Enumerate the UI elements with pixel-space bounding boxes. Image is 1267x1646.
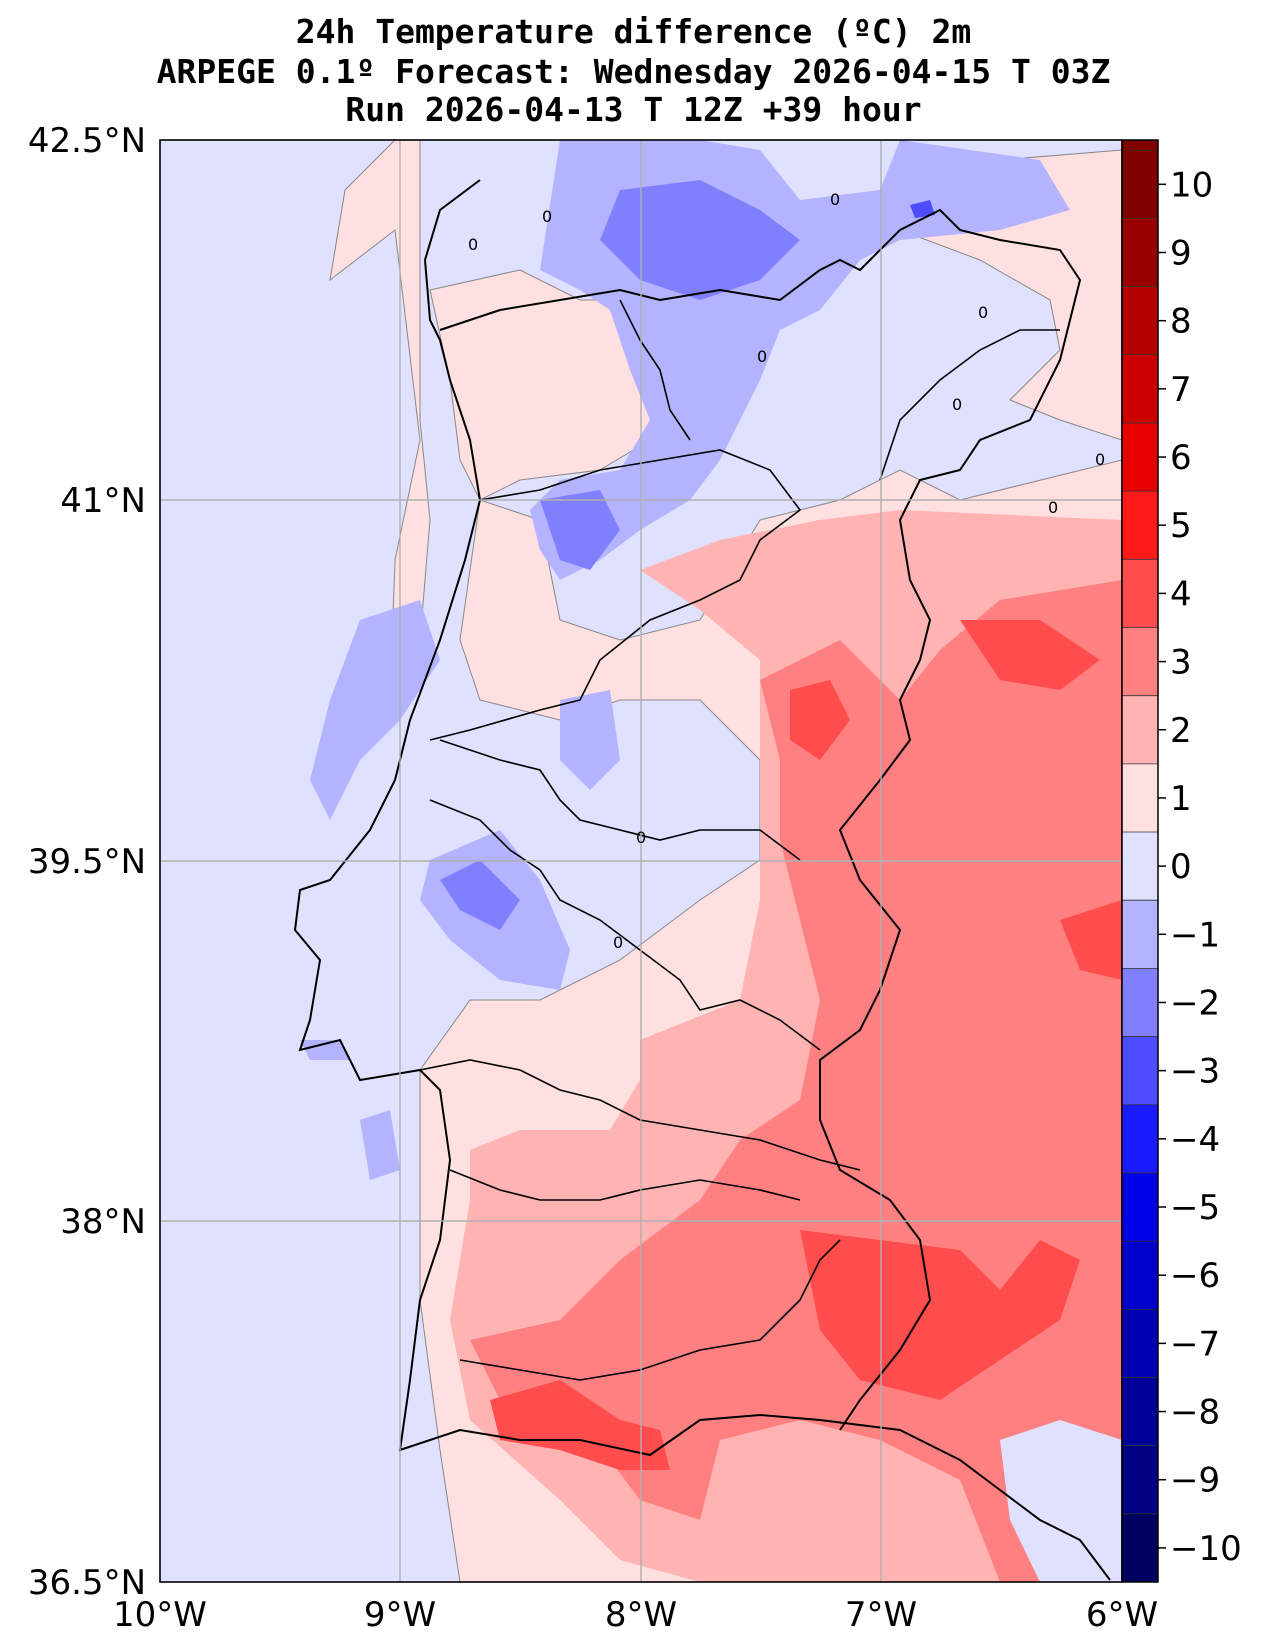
colorbar-band	[1122, 1513, 1158, 1583]
colorbar-band	[1122, 218, 1158, 288]
colorbar-band	[1122, 763, 1158, 833]
colorbar-band	[1122, 1036, 1158, 1106]
negative-anomaly-2-3-centre	[440, 860, 520, 930]
contour-label: 0	[757, 347, 767, 366]
region-border-4	[419, 1059, 861, 1171]
colorbar-tick-label: 7	[1170, 370, 1192, 410]
colorbar-band	[1122, 1172, 1158, 1242]
colorbar-tick-label: 10	[1170, 165, 1213, 205]
contour-label: 0	[830, 190, 840, 209]
colorbar-band	[1122, 968, 1158, 1038]
negative-anomaly-1-2-coast	[300, 1040, 350, 1060]
colorbar-band	[1122, 1104, 1158, 1174]
map-grid	[160, 140, 1122, 1582]
positive-anomaly-3-4-east	[960, 620, 1100, 690]
positive-anomaly-3-4-inland	[790, 680, 850, 760]
colorbar-band	[1122, 1241, 1158, 1310]
positive-anomaly-3-4-center	[800, 1230, 1080, 1400]
colorbar-tick-label: −4	[1170, 1120, 1220, 1160]
colorbar-band	[1122, 354, 1158, 424]
region-border-8	[879, 329, 1060, 481]
colorbar-band	[1122, 1377, 1158, 1447]
colorbar-band	[1122, 1445, 1158, 1515]
contour-label: 0	[978, 303, 988, 322]
negative-anomaly-3-4-north	[910, 200, 935, 218]
colorbar-tick-label: 6	[1170, 438, 1192, 478]
lat-label: 42.5°N	[28, 121, 146, 161]
latitude-axis: 42.5°N 41°N 39.5°N 38°N 36.5°N	[28, 121, 146, 1603]
coastline	[293, 179, 1111, 1581]
colorbar-tick-label: −6	[1170, 1256, 1220, 1296]
contour-label: 0	[1048, 498, 1058, 517]
negative-anomaly-1-2-coastal	[310, 600, 440, 820]
map-title-line-3: Run 2026-04-13 T 12Z +39 hour	[345, 90, 922, 129]
lat-label: 36.5°N	[28, 1563, 146, 1603]
positive-anomaly-3-4-south	[490, 1380, 670, 1470]
colorbar-band	[1122, 140, 1158, 219]
colorbar-tick-label: 9	[1170, 233, 1192, 273]
longitude-axis: 10°W 9°W 8°W 7°W 6°W	[113, 1595, 1158, 1635]
colorbar-band	[1122, 491, 1158, 560]
lat-label: 38°N	[60, 1202, 146, 1242]
colorbar-tick-label: 1	[1170, 779, 1192, 819]
region-border-7	[619, 299, 691, 441]
colorbar-tick-label: −3	[1170, 1052, 1220, 1092]
contour-label: 0	[636, 828, 646, 847]
contour-label: 0	[468, 235, 478, 254]
lon-label: 10°W	[113, 1595, 207, 1635]
colorbar-band	[1122, 422, 1158, 492]
colorbar-tick-label: 3	[1170, 643, 1192, 683]
region-border-3	[429, 799, 821, 1051]
lon-label: 6°W	[1086, 1595, 1158, 1635]
contour-label: 0	[1095, 450, 1105, 469]
negative-anomaly-2-3-north	[600, 180, 800, 300]
colorbar-band	[1122, 1309, 1158, 1378]
negative-anomaly-2-3-west	[540, 490, 620, 570]
lat-label: 39.5°N	[28, 842, 146, 882]
colorbar-tick-label: 4	[1170, 574, 1192, 614]
lon-label: 9°W	[364, 1595, 436, 1635]
colorbar-band	[1122, 627, 1158, 697]
lat-label: 41°N	[60, 481, 146, 521]
colorbar-band	[1122, 286, 1158, 356]
contour-label: 0	[613, 933, 623, 952]
colorbar-tick-label: 8	[1170, 302, 1192, 342]
negative-anomaly-0-1-southeast	[1000, 1420, 1122, 1582]
colorbar-tick-label: −1	[1170, 915, 1220, 955]
colorbar-band	[1122, 559, 1158, 628]
colorbar-tick-label: −5	[1170, 1188, 1220, 1228]
colorbar-tick-label: −10	[1170, 1529, 1242, 1569]
positive-anomaly-0-1-north	[429, 269, 661, 501]
contour-labels: 0 0 0 0 0 0 0 0 0 0	[468, 190, 1105, 952]
contour-label: 0	[542, 207, 552, 226]
region-border-5	[449, 1169, 801, 1201]
colorbar-tick-label: 0	[1170, 847, 1192, 887]
region-border-6	[459, 1239, 841, 1381]
positive-anomaly-3-4-southeast	[1060, 900, 1122, 980]
colorbar-tick-label: −7	[1170, 1324, 1220, 1364]
colorbar-tick-label: 2	[1170, 711, 1192, 751]
colorbar-tick-label: −9	[1170, 1461, 1220, 1501]
map-title-line-1: 24h Temperature difference (ºC) 2m	[295, 12, 972, 51]
contour-label: 0	[952, 395, 962, 414]
map-title-line-2: ARPEGE 0.1º Forecast: Wednesday 2026-04-…	[156, 52, 1111, 91]
colorbar-band	[1122, 832, 1158, 901]
region-border-2	[439, 739, 801, 861]
region-border-1	[429, 449, 802, 741]
colorbar-band	[1122, 695, 1158, 765]
colorbar-band	[1122, 900, 1158, 969]
colorbar-tick-label: −2	[1170, 983, 1220, 1023]
negative-anomaly-1-2-mid	[560, 690, 620, 790]
colorbar-tick-label: 5	[1170, 506, 1192, 546]
colorbar-tick-label: −8	[1170, 1393, 1220, 1433]
colorbar-frame	[1121, 139, 1159, 1583]
lon-label: 8°W	[605, 1595, 677, 1635]
lon-label: 7°W	[845, 1595, 917, 1635]
negative-anomaly-1-2-southwest	[360, 1110, 400, 1180]
